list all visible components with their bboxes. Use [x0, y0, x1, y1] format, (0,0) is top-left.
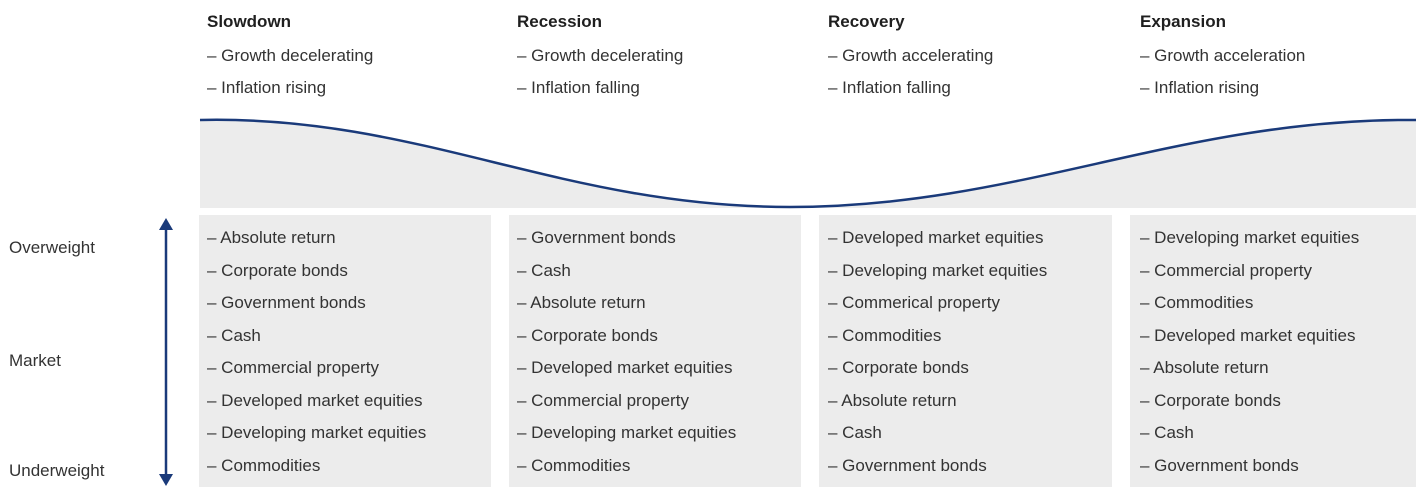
asset: – Developing market equities	[1140, 228, 1360, 247]
phase-title: Recovery	[828, 12, 905, 31]
asset: – Developed market equities	[1140, 325, 1356, 345]
axis-label: Overweight	[9, 238, 95, 257]
wave-line	[199, 118, 1416, 209]
asset: – Commodities	[517, 455, 631, 475]
asset: – Government bonds	[1140, 455, 1299, 475]
asset-box	[509, 215, 801, 487]
trait: – Growth accelerating	[828, 46, 994, 65]
asset: – Developed market equities	[517, 358, 733, 377]
arrow-head-down	[159, 474, 173, 486]
asset: – Commercial property	[1140, 260, 1312, 280]
asset: – Absolute return	[1140, 358, 1269, 377]
asset: – Absolute return	[828, 390, 957, 410]
trait: – Inflation rising	[207, 78, 327, 97]
asset: – Corporate bonds	[828, 358, 969, 377]
asset: – Commodities	[1140, 293, 1254, 312]
asset: – Developing market equities	[517, 423, 737, 442]
phase-title: Expansion	[1140, 12, 1226, 31]
asset: – Cash	[207, 325, 261, 345]
asset: – Commercial property	[517, 390, 689, 410]
axis-label: Market	[9, 351, 61, 370]
asset: – Cash	[1140, 423, 1194, 442]
asset: – Developed market equities	[207, 390, 423, 410]
asset: – Developed market equities	[828, 228, 1044, 247]
asset: – Cash	[517, 260, 571, 280]
trait: – Growth acceleration	[1140, 46, 1306, 65]
trait: – Inflation falling	[517, 78, 640, 97]
asset: – Corporate bonds	[1140, 390, 1281, 410]
asset-box	[819, 215, 1112, 487]
asset: – Developing market equities	[207, 423, 427, 442]
asset: – Developing market equities	[828, 260, 1048, 280]
asset: – Government bonds	[828, 455, 987, 475]
trait: – Inflation falling	[828, 78, 951, 97]
axis-label: Underweight	[9, 461, 105, 480]
asset: – Government bonds	[207, 293, 366, 312]
phase-title: Slowdown	[207, 12, 292, 31]
arrow-head-up	[159, 218, 173, 230]
asset: – Corporate bonds	[207, 260, 348, 280]
asset: – Absolute return	[517, 293, 646, 312]
trait: – Growth decelerating	[517, 46, 684, 65]
asset: – Absolute return	[207, 228, 336, 247]
asset-box	[1130, 215, 1416, 487]
asset: – Commerical property	[828, 293, 1000, 312]
trait: – Inflation rising	[1140, 78, 1260, 97]
wave-area	[200, 119, 1416, 208]
phase-title: Recession	[517, 12, 603, 31]
trait: – Growth decelerating	[207, 46, 374, 65]
asset: – Commodities	[828, 325, 942, 345]
asset: – Corporate bonds	[517, 325, 658, 345]
asset: – Commodities	[207, 455, 321, 475]
asset: – Commercial property	[207, 358, 379, 377]
asset-box	[199, 215, 491, 487]
asset: – Government bonds	[517, 228, 676, 247]
asset: – Cash	[828, 423, 882, 442]
